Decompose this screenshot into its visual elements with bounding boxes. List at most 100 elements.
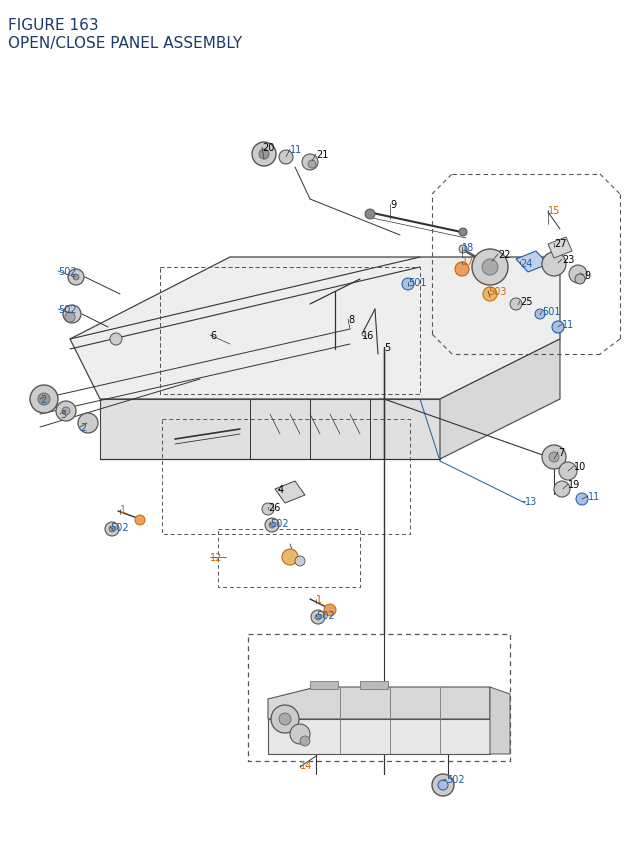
Circle shape xyxy=(290,724,310,744)
Circle shape xyxy=(554,481,570,498)
Text: 9: 9 xyxy=(584,270,590,281)
Circle shape xyxy=(265,518,279,532)
Circle shape xyxy=(576,493,588,505)
Text: 6: 6 xyxy=(210,331,216,341)
Text: 14: 14 xyxy=(300,760,312,770)
Circle shape xyxy=(459,229,467,237)
Text: 27: 27 xyxy=(554,238,566,249)
Text: 11: 11 xyxy=(588,492,600,501)
Text: 23: 23 xyxy=(562,255,574,264)
Circle shape xyxy=(315,614,321,620)
Text: 21: 21 xyxy=(316,150,328,160)
Text: 2: 2 xyxy=(40,394,46,405)
Text: 8: 8 xyxy=(348,314,354,325)
Circle shape xyxy=(269,523,275,529)
Circle shape xyxy=(63,306,81,324)
Circle shape xyxy=(549,453,559,462)
Circle shape xyxy=(308,161,316,169)
Circle shape xyxy=(575,275,585,285)
Circle shape xyxy=(68,269,84,286)
Text: 18: 18 xyxy=(462,243,474,253)
Circle shape xyxy=(455,263,469,276)
Circle shape xyxy=(482,260,498,276)
Text: 1: 1 xyxy=(120,505,126,514)
Text: OPEN/CLOSE PANEL ASSEMBLY: OPEN/CLOSE PANEL ASSEMBLY xyxy=(8,36,242,51)
Text: 25: 25 xyxy=(520,297,532,307)
Text: 11: 11 xyxy=(290,145,302,155)
Circle shape xyxy=(62,407,70,416)
Circle shape xyxy=(295,556,305,567)
Circle shape xyxy=(311,610,325,624)
Circle shape xyxy=(542,445,566,469)
Text: 7: 7 xyxy=(558,448,564,457)
Text: 1: 1 xyxy=(316,594,322,604)
Polygon shape xyxy=(268,719,490,754)
Text: 502: 502 xyxy=(446,774,465,784)
Text: 501: 501 xyxy=(408,278,426,288)
Circle shape xyxy=(510,299,522,311)
Circle shape xyxy=(432,774,454,796)
Circle shape xyxy=(459,245,467,254)
Text: 12: 12 xyxy=(210,553,222,562)
Text: 13: 13 xyxy=(525,497,537,506)
Text: 16: 16 xyxy=(362,331,374,341)
Circle shape xyxy=(365,210,375,220)
Text: 26: 26 xyxy=(268,503,280,512)
Circle shape xyxy=(105,523,119,536)
Circle shape xyxy=(438,780,448,790)
Text: 502: 502 xyxy=(110,523,129,532)
Text: 19: 19 xyxy=(568,480,580,489)
Text: 502: 502 xyxy=(270,518,289,529)
Polygon shape xyxy=(100,400,440,460)
Text: 9: 9 xyxy=(390,200,396,210)
Text: 4: 4 xyxy=(278,485,284,494)
Circle shape xyxy=(135,516,145,525)
Text: FIGURE 163: FIGURE 163 xyxy=(8,18,99,33)
Circle shape xyxy=(279,713,291,725)
Circle shape xyxy=(279,151,293,164)
Polygon shape xyxy=(490,687,510,754)
Polygon shape xyxy=(275,481,305,504)
Circle shape xyxy=(262,504,274,516)
Polygon shape xyxy=(516,251,548,273)
Circle shape xyxy=(110,333,122,345)
Text: 17: 17 xyxy=(462,257,474,267)
Circle shape xyxy=(30,386,58,413)
Text: 501: 501 xyxy=(542,307,561,317)
Circle shape xyxy=(483,288,497,301)
Circle shape xyxy=(542,253,566,276)
Circle shape xyxy=(402,279,414,291)
Circle shape xyxy=(569,266,587,283)
Text: 10: 10 xyxy=(574,461,586,472)
Circle shape xyxy=(302,155,318,170)
Text: 24: 24 xyxy=(520,258,532,269)
Text: 20: 20 xyxy=(262,143,275,152)
Text: 11: 11 xyxy=(562,319,574,330)
Circle shape xyxy=(535,310,545,319)
Text: 502: 502 xyxy=(58,305,77,314)
Text: 503: 503 xyxy=(488,287,506,297)
Circle shape xyxy=(472,250,508,286)
Circle shape xyxy=(559,462,577,480)
Circle shape xyxy=(552,322,564,333)
Text: 502: 502 xyxy=(58,267,77,276)
Text: 22: 22 xyxy=(498,250,511,260)
Circle shape xyxy=(271,705,299,734)
Circle shape xyxy=(56,401,76,422)
Polygon shape xyxy=(440,339,560,460)
Polygon shape xyxy=(268,687,490,719)
Circle shape xyxy=(109,526,115,532)
Circle shape xyxy=(73,275,79,281)
Circle shape xyxy=(282,549,298,566)
Text: 2: 2 xyxy=(80,423,86,432)
Text: 15: 15 xyxy=(548,206,561,216)
Circle shape xyxy=(78,413,98,433)
Text: 3: 3 xyxy=(60,410,66,419)
Polygon shape xyxy=(70,257,560,400)
Circle shape xyxy=(324,604,336,616)
Bar xyxy=(310,681,338,689)
Circle shape xyxy=(65,313,75,323)
Circle shape xyxy=(252,143,276,167)
Circle shape xyxy=(259,150,269,160)
Circle shape xyxy=(300,736,310,746)
